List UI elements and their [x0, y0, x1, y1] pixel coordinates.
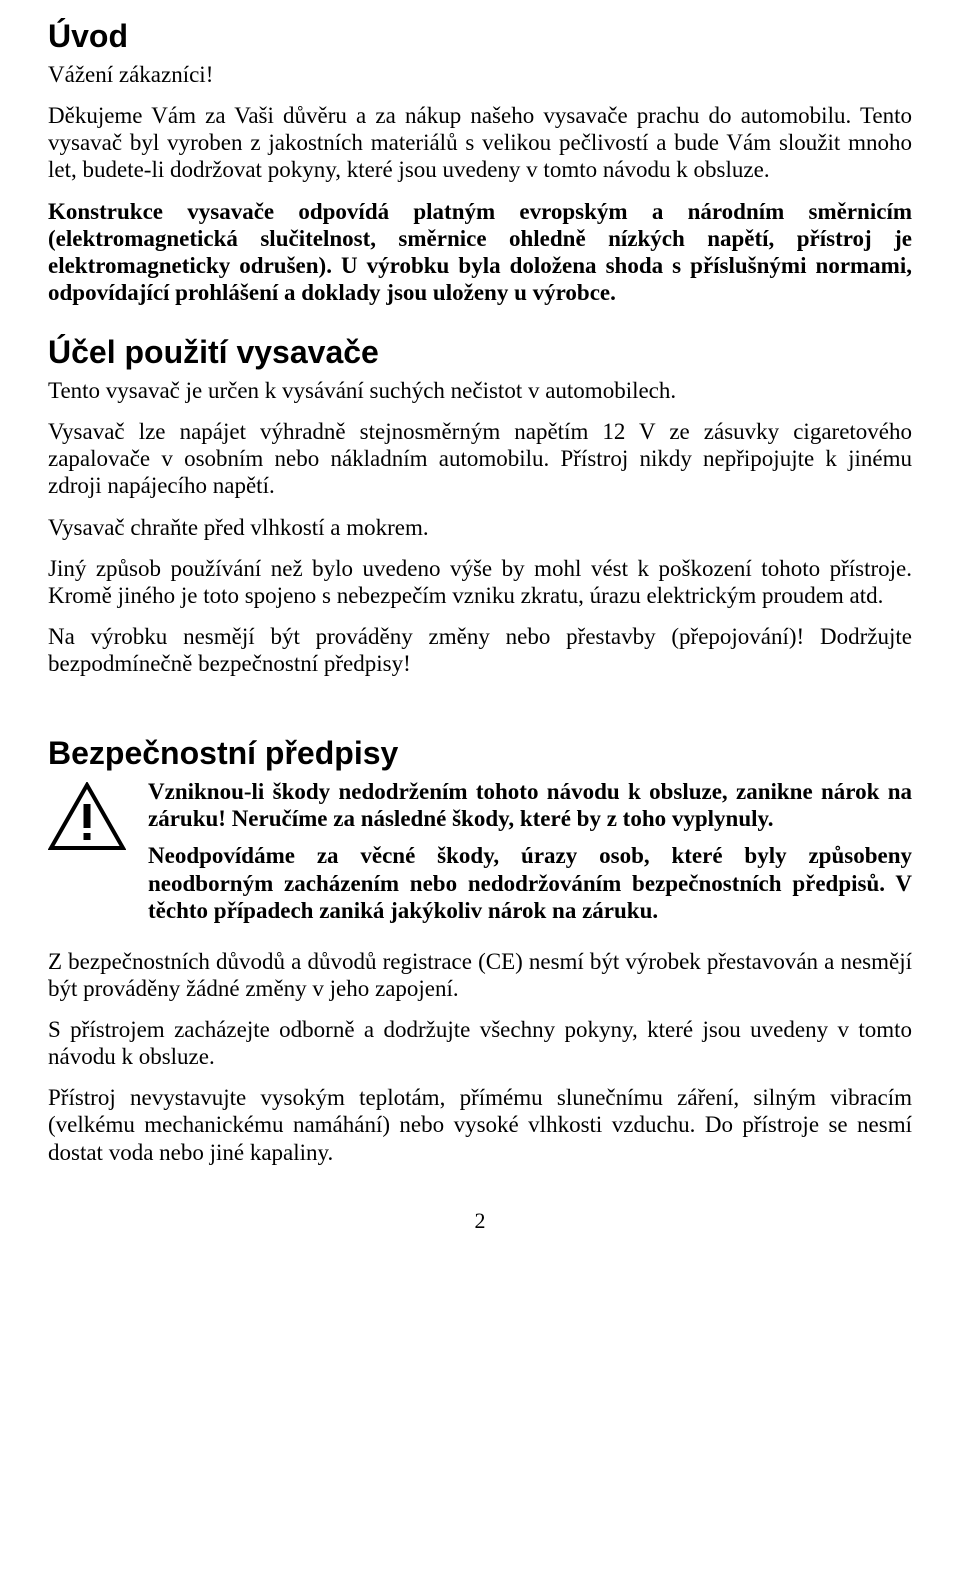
safety-paragraph-1: Z bezpečnostních důvodů a důvodů registr… — [48, 948, 912, 1002]
purpose-paragraph-2: Vysavač lze napájet výhradně stejnosměrn… — [48, 418, 912, 499]
section-heading-safety: Bezpečnostní předpisy — [48, 735, 912, 772]
safety-paragraph-2: S přístrojem zacházejte odborně a dodržu… — [48, 1016, 912, 1070]
warning-paragraph-1: Vzniknou-li škody nedodržením tohoto náv… — [148, 778, 912, 832]
warning-block: Vzniknou-li škody nedodržením tohoto náv… — [48, 778, 912, 934]
section-heading-purpose: Účel použití vysavače — [48, 334, 912, 371]
warning-paragraph-2: Neodpovídáme za věcné škody, úrazy osob,… — [148, 842, 912, 923]
section-heading-intro: Úvod — [48, 18, 912, 55]
purpose-paragraph-3: Vysavač chraňte před vlhkostí a mokrem. — [48, 514, 912, 541]
purpose-paragraph-1: Tento vysavač je určen k vysávání suchýc… — [48, 377, 912, 404]
purpose-paragraph-4: Jiný způsob používání než bylo uvedeno v… — [48, 555, 912, 609]
safety-paragraph-3: Přístroj nevystavujte vysokým teplotám, … — [48, 1084, 912, 1165]
page-number: 2 — [48, 1208, 912, 1234]
intro-paragraph-2: Konstrukce vysavače odpovídá platným evr… — [48, 198, 912, 307]
purpose-paragraph-5: Na výrobku nesmějí být prováděny změny n… — [48, 623, 912, 677]
warning-icon — [48, 782, 126, 852]
intro-greeting: Vážení zákazníci! — [48, 61, 912, 88]
intro-paragraph-1: Děkujeme Vám za Vaši důvěru a za nákup n… — [48, 102, 912, 183]
